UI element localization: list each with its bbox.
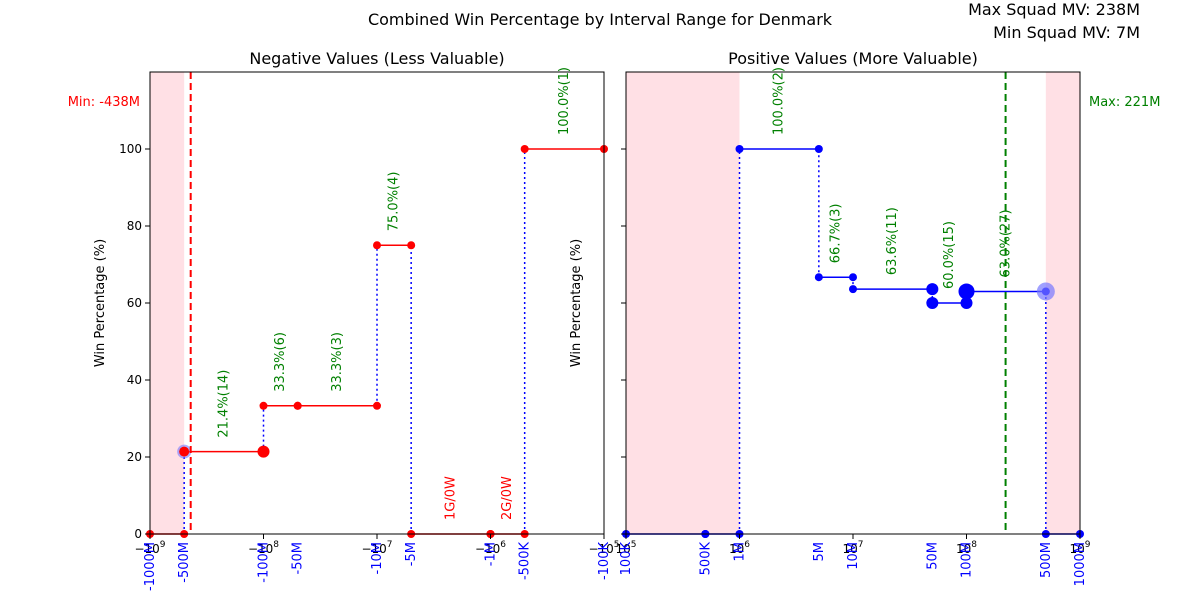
neg-boundary-label: -500M (177, 542, 192, 583)
neg-boundary-label: -100K (597, 542, 612, 581)
pos-highlight-marker (960, 297, 973, 309)
neg-boundary-label: -1M (484, 542, 499, 566)
neg-segment-label: 2G/0W (500, 476, 515, 520)
neg-subplot-title: Negative Values (Less Valuable) (249, 49, 504, 68)
neg-axes-frame (149, 71, 605, 535)
neg-min-label: Min: -438M (68, 95, 140, 110)
neg-boundary-label: -1000M (143, 542, 158, 591)
pos-boundary-label: 500M (1039, 542, 1054, 578)
pos-segment-label: 60.0%(15) (942, 221, 957, 289)
pos-segment-label: 100.0%(2) (772, 67, 787, 135)
neg-segment-start-marker (520, 145, 529, 153)
neg-x-tick-label: −108 (248, 540, 279, 556)
pos-boundary-label: 10M (846, 542, 861, 570)
neg-segment-end-marker (407, 241, 416, 250)
pos-x-tick-label: 109 (1069, 540, 1090, 556)
figure-title: Combined Win Percentage by Interval Rang… (367, 10, 833, 29)
pos-highlight-marker (926, 297, 939, 309)
pos-boundary-label: 100K (619, 542, 634, 576)
neg-x-tick-label: −107 (361, 540, 392, 556)
pos-boundary-label: 100M (960, 542, 975, 578)
neg-shaded-range (150, 72, 185, 534)
neg-y-tick-label: 20 (127, 450, 142, 464)
pos-highlight-marker (1036, 282, 1055, 301)
neg-x-tick-label: −109 (134, 540, 165, 556)
neg-x-tick-label: −105 (588, 540, 619, 556)
neg-segment-label: 100.0%(1) (557, 67, 572, 135)
neg-y-tick-label: 100 (119, 142, 142, 156)
pos-segment-end-marker (814, 145, 823, 153)
pos-highlight-marker (958, 283, 975, 300)
neg-y-axis-label: Win Percentage (%) (93, 239, 108, 367)
pos-boundary-label: 50M (925, 542, 940, 570)
neg-y-tick-label: 80 (127, 219, 142, 233)
pos-segment-end-marker (849, 273, 857, 282)
neg-y-tick-label: 60 (127, 296, 142, 310)
pos-boundary-label: 1M (733, 542, 748, 562)
pos-boundary-label: 5M (812, 542, 827, 562)
neg-highlight-marker (257, 445, 270, 458)
neg-segment-label: 21.4%(14) (216, 370, 231, 438)
pos-x-tick-label: 107 (842, 540, 863, 556)
neg-boundary-label: -100M (257, 542, 272, 583)
pos-segment-start-marker (735, 145, 744, 153)
pos-subplot-title: Positive Values (More Valuable) (728, 49, 978, 68)
neg-segment-start-marker (259, 401, 268, 410)
neg-segment-start-marker (373, 241, 381, 250)
neg-segment-end-marker (373, 401, 381, 410)
pos-boundary-label: 1000M (1073, 542, 1088, 586)
pos-boundary-label: 500K (698, 542, 713, 576)
pos-y-axis-label: Win Percentage (%) (569, 239, 584, 367)
pos-x-tick-label: 108 (956, 540, 977, 556)
neg-y-tick-label: 40 (127, 373, 142, 387)
neg-boundary-label: -10M (370, 542, 385, 574)
neg-segment-label: 33.3%(3) (330, 332, 345, 392)
pos-highlight-marker (926, 283, 939, 296)
pos-x-tick-label: 105 (615, 540, 636, 556)
neg-highlight-marker (179, 446, 190, 457)
neg-y-tick-label: 0 (134, 527, 142, 541)
pos-shaded-range (626, 72, 740, 534)
pos-segment-start-marker (849, 285, 857, 294)
neg-segment-start-marker (293, 401, 302, 410)
pos-x-tick-label: 106 (729, 540, 750, 556)
neg-segment-label: 75.0%(4) (387, 172, 402, 232)
pos-segment-label: 63.6%(11) (885, 207, 900, 275)
pos-segment-start-marker (814, 273, 823, 282)
neg-segment-label: 33.3%(6) (273, 332, 288, 392)
neg-x-tick-label: −106 (475, 540, 506, 556)
neg-boundary-label: -500K (518, 542, 533, 581)
pos-max-label: Max: 221M (1089, 95, 1160, 110)
neg-boundary-label: -5M (404, 542, 419, 566)
pos-segment-label: 66.7%(3) (828, 203, 843, 263)
neg-boundary-label: -50M (291, 542, 306, 574)
neg-segment-label: 1G/0W (443, 476, 458, 520)
min-squad-mv: Min Squad MV: 7M (993, 23, 1140, 42)
pos-shaded-range (1045, 72, 1080, 534)
max-squad-mv: Max Squad MV: 238M (968, 0, 1140, 19)
